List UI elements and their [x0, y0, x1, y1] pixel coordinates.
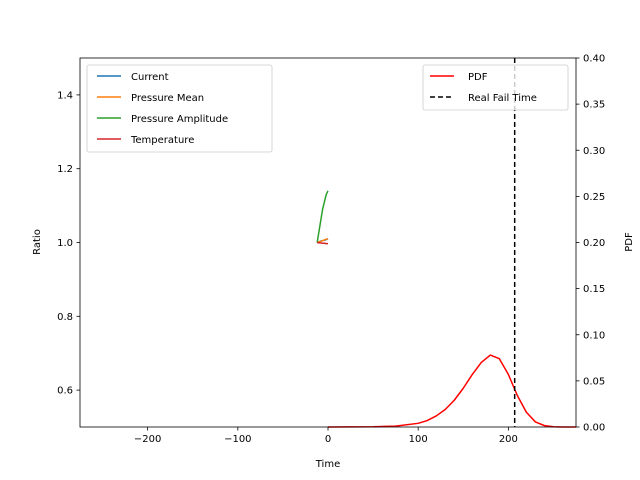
y-tick-label-right: 0.15 [583, 284, 605, 295]
legend-right: PDF Real Fail Time [422, 64, 569, 111]
legend-temperature-label: Temperature [130, 135, 194, 146]
legend-current-label: Current [131, 72, 169, 83]
y-tick-label-right: 0.10 [583, 330, 605, 341]
y-tick-label-right: 0.25 [583, 192, 605, 203]
x-tick-label: −100 [224, 434, 251, 445]
y-tick-label-left: 1.2 [57, 164, 73, 175]
series-layer [316, 58, 576, 428]
y-ticks-left: 0.6 0.8 1.0 1.2 1.4 [57, 90, 80, 397]
y-tick-label-left: 1.0 [57, 238, 73, 249]
x-tick-label: 0 [325, 434, 331, 445]
y-tick-label-left: 1.4 [57, 90, 73, 101]
x-ticks: −200 −100 0 100 200 [134, 427, 518, 445]
y-tick-label-right: 0.30 [583, 146, 605, 157]
legend-left: Current Pressure Mean Pressure Amplitude… [86, 64, 273, 153]
y-ticks-right: 0.00 0.05 0.10 0.15 0.20 0.25 0.30 0.35 0.40 [576, 54, 605, 434]
series-line-pressure-mean [316, 238, 329, 244]
y-tick-label-right: 0.35 [583, 100, 605, 111]
x-tick-label: −200 [134, 434, 161, 445]
y-axis-label-right: PDF [624, 232, 635, 252]
legend-pdf-label: PDF [468, 72, 488, 83]
y-axis-label-left: Ratio [32, 229, 43, 255]
y-tick-label-left: 0.8 [57, 312, 73, 323]
y-tick-label-right: 0.00 [583, 423, 605, 434]
series-line-pdf [327, 354, 576, 428]
legend-left-frame [86, 64, 273, 153]
series-line-pressure-amplitude [316, 190, 329, 243]
x-axis-label: Time [315, 459, 340, 470]
legend-real-fail-time-label: Real Fail Time [468, 93, 537, 104]
y-tick-label-right: 0.40 [583, 54, 605, 65]
y-tick-label-right: 0.05 [583, 376, 605, 387]
legend-pressure-mean-label: Pressure Mean [131, 93, 204, 104]
x-tick-label: 100 [409, 434, 428, 445]
x-tick-label: 200 [499, 434, 518, 445]
y-tick-label-right: 0.20 [583, 238, 605, 249]
legend-right-frame [422, 64, 569, 111]
y-tick-label-left: 0.6 [57, 386, 73, 397]
legend-pressure-amplitude-label: Pressure Amplitude [131, 114, 228, 125]
series-line-temperature [317, 241, 328, 245]
